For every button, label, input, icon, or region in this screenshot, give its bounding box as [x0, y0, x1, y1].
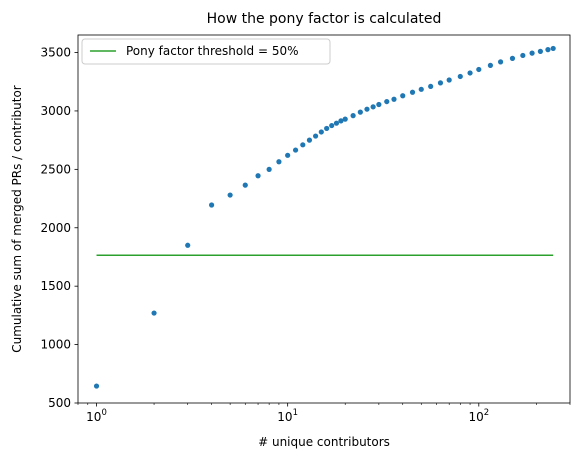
data-point — [312, 133, 319, 139]
data-point — [446, 77, 452, 83]
data-point — [350, 113, 356, 119]
data-point — [391, 96, 397, 102]
data-point — [550, 45, 556, 52]
y-tick-label: 1500 — [40, 279, 71, 293]
data-point — [384, 98, 390, 105]
data-point — [487, 62, 494, 68]
data-point — [520, 52, 526, 59]
y-tick-label: 3000 — [40, 104, 71, 118]
x-axis-label: # unique contributors — [258, 435, 390, 449]
data-point — [93, 383, 100, 389]
y-axis-label: Cumulative sum of merged PRs / contribut… — [10, 85, 24, 353]
data-point — [437, 80, 444, 86]
data-point — [376, 101, 382, 108]
data-point — [370, 104, 376, 110]
y-tick-label: 500 — [48, 396, 71, 410]
legend: Pony factor threshold = 50% — [81, 38, 331, 65]
data-point — [185, 242, 191, 248]
x-tick-label: 102 — [468, 408, 489, 424]
data-point — [209, 202, 215, 208]
data-point — [364, 106, 370, 112]
x-axis-ticks: 100 101 102 — [77, 403, 571, 424]
plot-frame — [77, 34, 571, 404]
data-point — [292, 147, 299, 153]
legend-label: Pony factor threshold = 50% — [126, 44, 299, 58]
data-point — [242, 182, 248, 188]
data-point — [418, 86, 424, 92]
data-point — [276, 159, 282, 165]
data-point — [306, 137, 313, 143]
data-point — [409, 89, 416, 95]
data-points — [93, 45, 556, 389]
plot-area — [78, 35, 570, 403]
data-point — [545, 47, 551, 53]
data-point — [324, 125, 330, 132]
data-point — [342, 116, 348, 122]
data-point — [357, 109, 363, 115]
data-point — [285, 152, 291, 158]
data-point — [266, 166, 272, 172]
data-point — [400, 93, 406, 99]
y-tick-label: 2000 — [40, 221, 71, 235]
data-point — [457, 73, 463, 80]
data-point — [151, 310, 157, 316]
data-point — [497, 59, 504, 65]
data-point — [227, 192, 233, 198]
data-point — [529, 50, 535, 56]
data-point — [333, 120, 340, 126]
data-point — [255, 173, 261, 179]
y-tick-label: 3500 — [40, 46, 71, 60]
data-point — [476, 66, 482, 73]
x-tick-label: 101 — [277, 408, 298, 424]
chart-title: How the pony factor is calculated — [207, 11, 442, 27]
y-axis-ticks: 500 1000 1500 2000 2500 3000 3500 — [40, 46, 78, 410]
data-point — [338, 118, 344, 124]
data-point — [509, 55, 516, 61]
x-tick-label: 100 — [86, 408, 107, 424]
data-point — [329, 122, 335, 129]
data-point — [318, 129, 324, 135]
legend-box — [81, 38, 331, 65]
y-tick-label: 2500 — [40, 162, 71, 176]
data-point — [428, 83, 434, 90]
y-tick-label: 1000 — [40, 338, 71, 352]
data-point — [300, 142, 306, 148]
data-point — [537, 48, 543, 54]
data-point — [467, 70, 473, 76]
